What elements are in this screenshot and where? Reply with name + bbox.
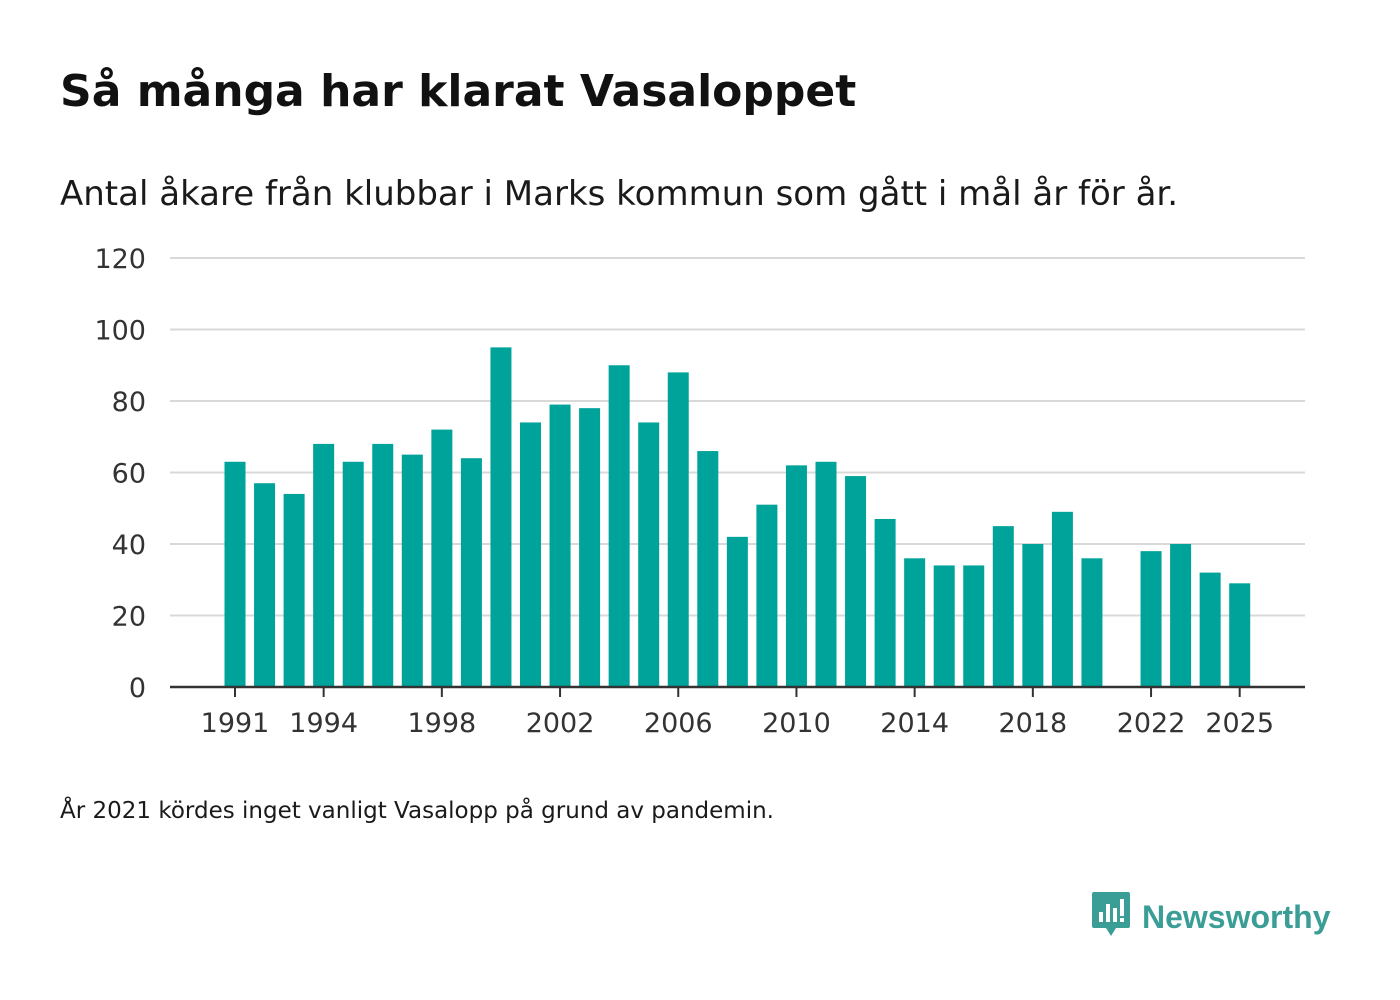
bar-chart: 0 20 40 60 80 100 120 1991 1994 1998 2002 2006 2010… — [94, 244, 1305, 739]
y-tick-label: 0 — [129, 673, 146, 704]
x-axis-ticks: 1991 1994 1998 2002 2006 2010 2014 2018 2022 2025 — [201, 687, 1274, 739]
x-tick-label: 1994 — [289, 708, 358, 739]
bar-1994 — [313, 443, 335, 687]
x-tick-label: 2022 — [1117, 708, 1186, 739]
bar-1999 — [460, 458, 482, 687]
bar-2019 — [1051, 511, 1073, 687]
y-tick-label: 20 — [112, 602, 146, 633]
bar-2022 — [1140, 551, 1162, 687]
x-tick-label: 2006 — [644, 708, 713, 739]
bar-2001 — [520, 422, 541, 687]
bar-1991 — [224, 461, 246, 687]
bar-2013 — [874, 518, 896, 687]
y-tick-label: 40 — [112, 530, 146, 561]
bar-2020 — [1081, 558, 1103, 687]
bar-2024 — [1199, 572, 1221, 687]
y-tick-label: 120 — [94, 244, 146, 275]
bar-2023 — [1170, 544, 1192, 687]
bar-2017 — [992, 526, 1014, 687]
newsworthy-logo-icon — [1090, 890, 1132, 944]
bar-2011 — [815, 461, 837, 687]
bar-2018 — [1022, 544, 1044, 687]
bar-2000 — [490, 347, 512, 687]
y-tick-label: 100 — [94, 316, 146, 347]
bar-1996 — [372, 443, 394, 687]
bar-1997 — [401, 454, 423, 687]
footnote: År 2021 kördes inget vanligt Vasalopp på… — [60, 798, 774, 824]
bar-2025 — [1229, 583, 1251, 687]
bar-2005 — [638, 422, 660, 687]
brand-logo[interactable]: Newsworthy — [1090, 890, 1330, 944]
x-tick-label: 2002 — [526, 708, 595, 739]
bar-2008 — [726, 536, 748, 687]
bar-2003 — [579, 408, 601, 687]
bar-1998 — [431, 429, 453, 687]
bar-1993 — [283, 493, 305, 687]
y-axis-ticks: 0 20 40 60 80 100 120 — [94, 244, 146, 704]
x-tick-label: 2025 — [1205, 708, 1274, 739]
bar-2014 — [904, 558, 926, 687]
x-tick-label: 2018 — [998, 708, 1067, 739]
bar-2010 — [785, 465, 807, 687]
bar-2012 — [845, 476, 867, 687]
bar-1995 — [342, 461, 364, 687]
chart-title: Så många har klarat Vasaloppet — [60, 66, 857, 117]
bar-2015 — [933, 565, 955, 687]
bars — [224, 347, 1251, 687]
bar-2006 — [667, 372, 689, 687]
x-tick-label: 2010 — [762, 708, 831, 739]
x-tick-label: 2014 — [880, 708, 949, 739]
bar-2016 — [963, 565, 985, 687]
chart-subtitle: Antal åkare från klubbar i Marks kommun … — [60, 174, 1179, 214]
y-tick-label: 60 — [112, 459, 146, 490]
y-tick-label: 80 — [112, 387, 146, 418]
bar-2004 — [608, 365, 630, 687]
x-tick-label: 1991 — [201, 708, 270, 739]
bar-2002 — [549, 404, 571, 687]
bar-1992 — [254, 483, 276, 687]
brand-name: Newsworthy — [1142, 898, 1331, 935]
x-tick-label: 1998 — [407, 708, 476, 739]
bar-2007 — [697, 451, 719, 687]
bar-2009 — [756, 504, 778, 687]
